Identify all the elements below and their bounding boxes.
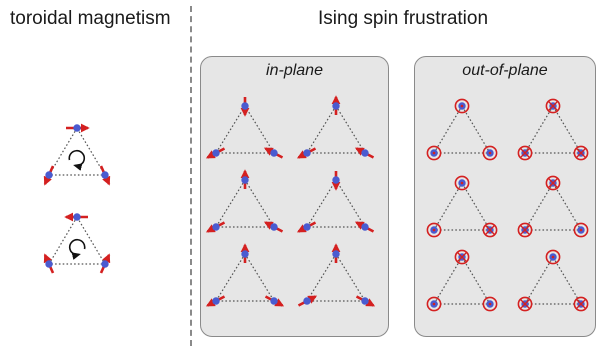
spin-site: [303, 297, 311, 305]
bond-lines: [214, 252, 276, 302]
bond-lines: [305, 252, 367, 302]
spin-dot: [432, 302, 436, 306]
spin-up-ring: [426, 222, 442, 238]
spin-up-ring: [426, 145, 442, 161]
spin-site: [101, 171, 109, 179]
spin-site: [241, 176, 249, 184]
spin-site: [212, 223, 220, 231]
spin-up-ring: [454, 98, 470, 114]
toroidal-triangle-clockwise: [43, 123, 111, 186]
bond-lines: [305, 104, 367, 154]
spin-dot: [488, 151, 492, 155]
bond-lines: [47, 126, 107, 176]
spin-dot: [579, 228, 583, 232]
out-of-plane-title: out-of-plane: [462, 62, 548, 79]
toroidal-triangle-counterclockwise: [43, 212, 111, 274]
spin-site: [332, 250, 340, 258]
spin-dot: [432, 151, 436, 155]
bond-lines: [47, 215, 107, 265]
spin-down-ring: [573, 296, 589, 312]
bond-lines: [523, 181, 583, 231]
spin-dot: [551, 255, 555, 259]
spin-site: [303, 223, 311, 231]
out-of-plane-config: [517, 249, 589, 312]
spin-down-ring: [517, 296, 533, 312]
spin-down-ring: [517, 145, 533, 161]
spin-cross: [484, 224, 496, 236]
out-of-plane-config: [517, 175, 589, 238]
spin-site: [73, 213, 81, 221]
spin-cross: [519, 147, 531, 159]
spin-dot: [432, 228, 436, 232]
counterclockwise-rotation-icon: [68, 238, 86, 260]
spin-down-ring: [545, 175, 561, 191]
spin-site: [270, 223, 278, 231]
in-plane-config: [296, 171, 375, 233]
spin-site: [45, 260, 53, 268]
spin-cross: [519, 298, 531, 310]
spin-dot: [460, 104, 464, 108]
toroidal-magnetism-heading: toroidal magnetism: [10, 8, 171, 29]
in-plane-config: [296, 95, 375, 159]
bond-lines: [432, 104, 492, 154]
spin-site: [332, 102, 340, 110]
bond-lines: [214, 104, 276, 154]
spin-site: [45, 171, 53, 179]
spin-up-ring: [545, 249, 561, 265]
spin-site: [361, 149, 369, 157]
spin-site: [361, 297, 369, 305]
spin-up-ring: [573, 222, 589, 238]
spin-cross: [456, 251, 468, 263]
bond-lines: [432, 181, 492, 231]
ising-spin-frustration-heading: Ising spin frustration: [318, 8, 489, 29]
bond-lines: [523, 255, 583, 305]
spin-site: [303, 149, 311, 157]
out-of-plane-config: [426, 175, 498, 238]
spin-down-ring: [573, 145, 589, 161]
spin-cross: [575, 147, 587, 159]
spin-up-ring: [426, 296, 442, 312]
spin-cross: [547, 177, 559, 189]
in-plane-config: [205, 169, 284, 233]
spin-site: [361, 223, 369, 231]
bond-lines: [432, 255, 492, 305]
spin-dot: [460, 181, 464, 185]
spin-down-ring: [454, 249, 470, 265]
spin-cross: [575, 298, 587, 310]
spin-down-ring: [482, 222, 498, 238]
spin-site: [241, 102, 249, 110]
in-plane-config: [297, 243, 376, 307]
dashed-divider: [190, 6, 192, 346]
spin-up-ring: [454, 175, 470, 191]
spin-site: [270, 149, 278, 157]
in-plane-panel: in-plane: [200, 56, 389, 337]
spin-site: [73, 124, 81, 132]
spin-down-ring: [517, 222, 533, 238]
spin-site: [101, 260, 109, 268]
spin-cross: [547, 100, 559, 112]
bond-lines: [523, 104, 583, 154]
in-plane-title: in-plane: [266, 62, 323, 79]
spin-site: [212, 149, 220, 157]
clockwise-rotation-icon: [68, 149, 86, 171]
in-plane-config: [205, 243, 285, 307]
out-of-plane-panel: out-of-plane: [414, 56, 596, 337]
out-of-plane-config: [517, 98, 589, 161]
out-of-plane-config: [426, 249, 498, 312]
bond-lines: [305, 178, 367, 228]
spin-dot: [488, 302, 492, 306]
spin-down-ring: [545, 98, 561, 114]
spin-site: [332, 176, 340, 184]
spin-up-ring: [482, 296, 498, 312]
spin-site: [212, 297, 220, 305]
in-plane-config: [205, 97, 284, 159]
out-of-plane-config: [426, 98, 498, 161]
spin-site: [241, 250, 249, 258]
spin-site: [270, 297, 278, 305]
spin-up-ring: [482, 145, 498, 161]
spin-cross: [519, 224, 531, 236]
bond-lines: [214, 178, 276, 228]
